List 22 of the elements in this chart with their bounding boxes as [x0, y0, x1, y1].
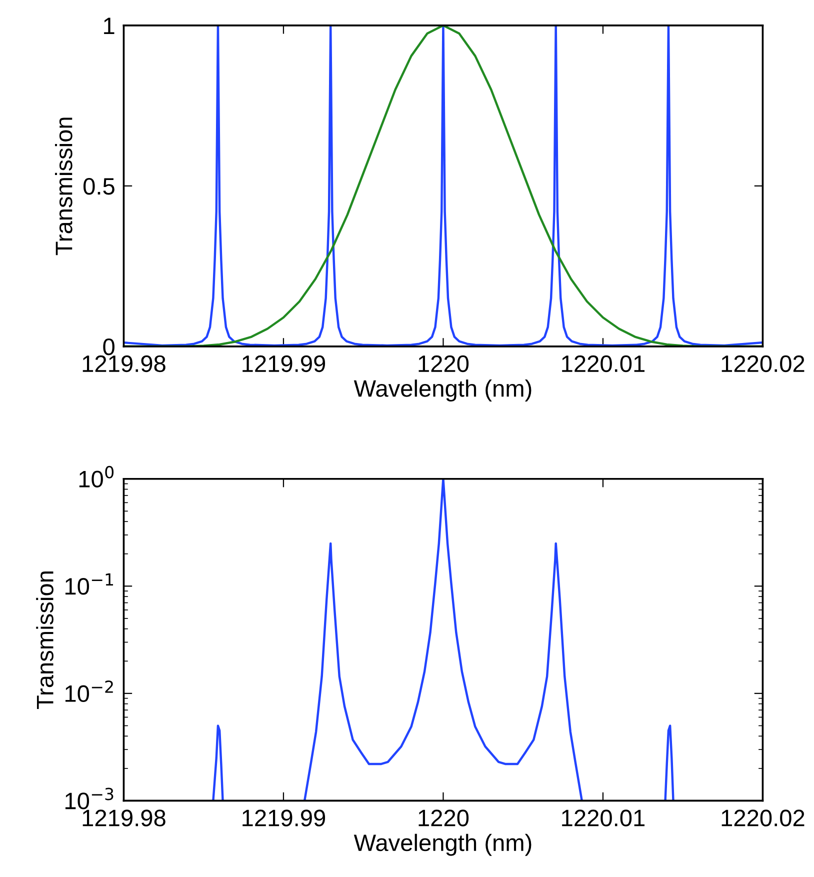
- x-tick-label: 1219.99: [242, 355, 326, 372]
- x-tick-label: 1220.01: [562, 810, 644, 826]
- line-series: [124, 25, 763, 346]
- x-tick-label: 1220.02: [722, 355, 804, 372]
- y-axis-title: Transmission: [36, 572, 54, 709]
- x-tick-label: 1220.02: [722, 810, 804, 826]
- x-axis-title: Wavelength (nm): [354, 380, 532, 402]
- y-tick-label: 1: [104, 18, 114, 34]
- x-axis-title: Wavelength (nm): [354, 834, 532, 856]
- y-tick-label: 0.5: [84, 178, 114, 195]
- y-tick-label: 10$^{−3}$: [65, 788, 114, 810]
- x-tick-label: 1220.01: [562, 355, 644, 372]
- x-tick-label: 1219.98: [82, 810, 166, 826]
- x-tick-label: 1220: [418, 355, 469, 372]
- x-tick-label: 1220: [418, 810, 469, 826]
- y-tick-label: 10$^{0}$: [79, 466, 114, 488]
- x-tick-label: 1219.99: [242, 810, 326, 826]
- y-tick-label: 0: [103, 338, 114, 356]
- y-axis-title: Transmission: [55, 118, 72, 256]
- y-tick-label: 10$^{−2}$: [65, 680, 113, 702]
- y-tick-label: 10$^{−1}$: [65, 573, 114, 595]
- x-tick-label: 1219.98: [82, 355, 166, 372]
